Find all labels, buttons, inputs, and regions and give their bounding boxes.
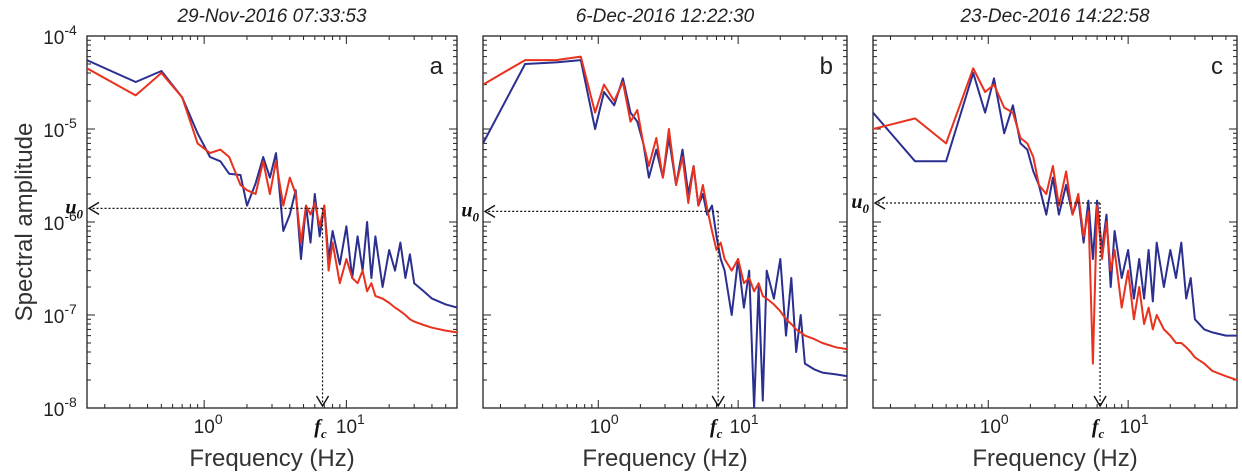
panel-a: 10-4 10-5 10-6 10-7 10-8 100 101 29-Nov-2016 07…	[43, 6, 458, 472]
panel-letter: c	[1211, 53, 1223, 80]
x-axis-label: Frequency (Hz)	[582, 445, 747, 472]
red-spectrum-line	[87, 67, 457, 334]
x-tick-label: 100	[590, 411, 619, 438]
panel-title: 6-Dec-2016 12:22:30	[576, 6, 755, 27]
fc-label: fc	[314, 416, 327, 441]
y-axis-label: Spectral amplitude	[11, 123, 38, 322]
plot-frame	[86, 35, 458, 409]
series-group	[87, 59, 457, 334]
minor-ticks	[873, 36, 1238, 409]
blue-spectrum-line	[873, 72, 1237, 337]
panel-letter: b	[820, 53, 833, 80]
u0-arrowhead	[87, 201, 100, 216]
red-spectrum-line	[873, 67, 1237, 381]
red-spectrum-line	[483, 55, 847, 351]
panel-letter: a	[430, 53, 444, 80]
fc-arrowhead	[315, 395, 330, 408]
fc-arrowhead	[1093, 395, 1107, 408]
fc-label: fc	[1092, 416, 1105, 441]
x-tick-label: 100	[194, 411, 223, 438]
x-tick-label: 101	[730, 411, 759, 438]
series-group	[483, 55, 847, 408]
minor-ticks	[87, 36, 458, 409]
y-tick-label: 10-5	[43, 115, 77, 142]
panel-title: 29-Nov-2016 07:33:53	[176, 6, 367, 27]
u0-arrowhead	[873, 196, 886, 210]
x-tick-label: 101	[1120, 411, 1149, 438]
panel-b: 100 101 6-Dec-2016 12:22:30 b Frequency (Hz)…	[461, 6, 848, 472]
u0-label: u0	[461, 199, 479, 224]
x-axis-label: Frequency (Hz)	[189, 445, 354, 472]
y-tick-label: 10-4	[43, 22, 77, 49]
u0-arrowhead	[483, 204, 496, 219]
series-group	[873, 67, 1237, 381]
fc-arrowhead	[711, 395, 725, 408]
panel-c: 100 101 23-Dec-2016 14:22:58 c Frequency (Hz…	[851, 6, 1238, 472]
fc-label: fc	[710, 416, 723, 441]
x-tick-label: 100	[980, 411, 1009, 438]
y-tick-label: 10-6	[43, 208, 77, 235]
y-tick-label: 10-7	[43, 301, 77, 328]
plot-frame	[872, 35, 1238, 409]
x-axis-label: Frequency (Hz)	[972, 445, 1137, 472]
y-tick-label: 10-8	[43, 394, 77, 421]
x-tick-label: 101	[336, 411, 365, 438]
u0-label: u0	[851, 191, 869, 216]
panel-title: 23-Dec-2016 14:22:58	[959, 6, 1150, 27]
u0-label: u0	[65, 196, 83, 221]
blue-spectrum-line	[483, 59, 847, 408]
plot-frame	[482, 35, 848, 409]
minor-ticks	[483, 36, 848, 409]
